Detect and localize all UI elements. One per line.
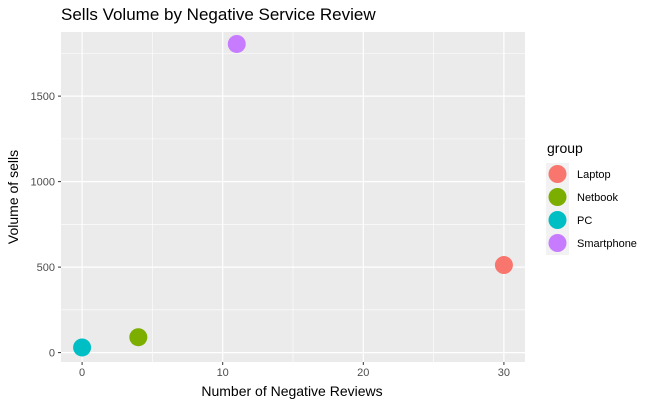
legend-key-netbook: [548, 188, 567, 206]
legend-label-pc: PC: [577, 215, 592, 227]
y-tick-label: 500: [37, 262, 55, 274]
legend-key-pc: [548, 211, 567, 229]
point-smartphone: [227, 34, 246, 53]
x-tick-label: 20: [357, 367, 369, 379]
legend-key-laptop: [548, 165, 567, 183]
chart-title: Sells Volume by Negative Service Review: [61, 5, 376, 24]
legend-key-smartphone: [548, 234, 567, 252]
y-tick-label: 1500: [31, 91, 55, 103]
y-axis-title: Volume of sells: [5, 150, 21, 244]
legend-label-netbook: Netbook: [577, 192, 618, 204]
x-axis-title: Number of Negative Reviews: [201, 383, 382, 399]
minor-gridlines: [61, 32, 525, 362]
point-netbook: [129, 328, 148, 347]
point-laptop: [494, 256, 513, 275]
legend-title: group: [547, 140, 583, 156]
legend-label-laptop: Laptop: [577, 169, 611, 181]
y-tick-label: 1000: [31, 177, 55, 189]
legend: group Laptop Netbook PC Smartphone: [546, 140, 637, 255]
x-tick-label: 30: [498, 367, 510, 379]
y-axis-ticks: 0 500 1000 1500: [31, 91, 61, 360]
major-gridlines: [61, 32, 525, 362]
y-tick-label: 0: [49, 348, 55, 360]
x-tick-label: 10: [217, 367, 229, 379]
point-pc: [73, 338, 92, 357]
data-points: [73, 34, 513, 357]
legend-label-smartphone: Smartphone: [577, 238, 637, 250]
x-axis-ticks: 0 10 20 30: [79, 362, 510, 379]
x-tick-label: 0: [79, 367, 85, 379]
